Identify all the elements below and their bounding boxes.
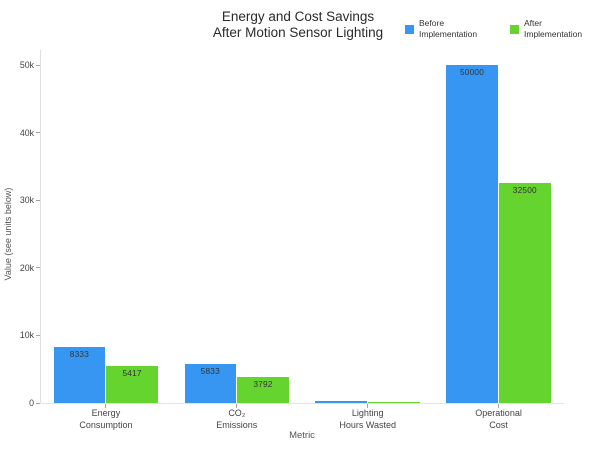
bar-after-implementation-co-emissions[interactable]: 3792	[237, 377, 289, 403]
legend-item-after[interactable]: After Implementation	[510, 18, 600, 39]
y-tick-label: 40k	[19, 127, 34, 138]
bar-value-label: 50000	[459, 67, 485, 77]
bar-before-implementation-operational-cost[interactable]: 50000	[446, 65, 498, 403]
legend-label-after: After Implementation	[524, 18, 583, 39]
y-tick-label: 0	[29, 398, 34, 408]
x-tick-label-energy-consumption: Energy Consumption	[79, 408, 133, 430]
bar-value-label: 8333	[69, 348, 90, 359]
legend-swatch-after-icon	[510, 25, 519, 34]
x-tick-label-lighting-hours-wasted: Lighting Hours Wasted	[339, 408, 397, 430]
bar-after-implementation-operational-cost[interactable]: 32500	[499, 183, 551, 403]
x-tick-mark	[367, 404, 369, 408]
x-axis-line	[40, 403, 564, 404]
legend-label-before: Before Implementation	[419, 18, 478, 39]
x-tick-label-co-emissions: CO₂ Emissions	[216, 408, 258, 430]
y-axis-line	[40, 50, 41, 403]
legend: Before Implementation After Implementati…	[405, 18, 600, 39]
y-tick-mark	[36, 132, 40, 134]
x-axis-title: Metric	[289, 430, 315, 441]
x-tick-mark	[236, 404, 238, 408]
y-tick-label: 30k	[19, 195, 34, 206]
bar-before-implementation-lighting-hours-wasted[interactable]	[315, 401, 367, 403]
bar-value-label: 5833	[200, 365, 220, 376]
y-tick-mark	[36, 334, 40, 336]
legend-swatch-before-icon	[405, 25, 414, 34]
y-tick-label: 10k	[19, 330, 34, 341]
bar-value-label: 3792	[253, 379, 273, 390]
y-tick-label: 20k	[19, 262, 34, 273]
y-tick-mark	[36, 402, 40, 404]
x-tick-mark	[498, 404, 500, 408]
chart-title-line2: After Motion Sensor Lighting	[212, 25, 384, 40]
legend-item-before[interactable]: Before Implementation	[405, 18, 497, 39]
y-axis-title: Value (see units below)	[3, 187, 13, 281]
bar-before-implementation-energy-consumption[interactable]: 8333	[53, 346, 106, 403]
x-tick-label-operational-cost: Operational Cost	[475, 408, 522, 430]
bar-before-implementation-co-emissions[interactable]: 5833	[184, 363, 237, 403]
chart-title: Energy and Cost Savings After Motion Sen…	[0, 9, 596, 41]
bar-after-implementation-lighting-hours-wasted[interactable]	[368, 402, 420, 403]
y-tick-label: 50k	[19, 60, 34, 70]
chart-title-line1: Energy and Cost Savings	[221, 9, 375, 24]
bar-value-label: 32500	[512, 185, 537, 196]
y-tick-mark	[36, 267, 40, 269]
y-tick-mark	[36, 199, 40, 201]
bar-after-implementation-energy-consumption[interactable]: 5417	[106, 366, 158, 403]
y-tick-mark	[36, 64, 40, 66]
x-tick-mark	[105, 404, 107, 408]
bar-value-label: 5417	[122, 368, 142, 379]
